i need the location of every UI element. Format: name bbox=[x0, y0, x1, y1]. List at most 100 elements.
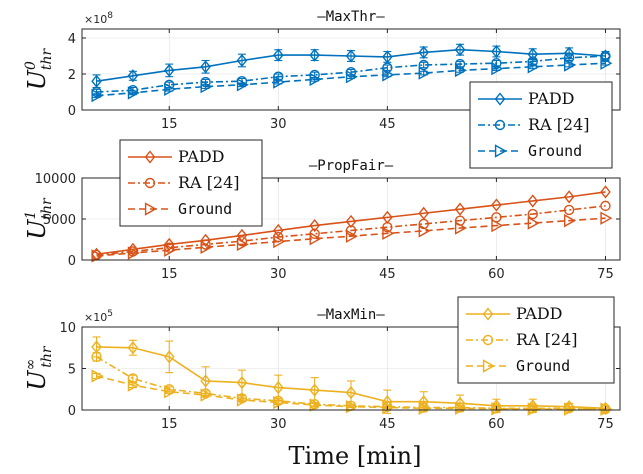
maxmin-series-ra-24-point-0 bbox=[91, 351, 102, 363]
maxmin-series-ground-point-6 bbox=[309, 398, 322, 412]
propfair-series-padd-point-11 bbox=[491, 198, 502, 212]
maxmin-series-ground-point-9 bbox=[418, 401, 431, 416]
propfair-series-ground-point-11 bbox=[491, 218, 504, 233]
maxmin-series-ground-line bbox=[96, 375, 606, 410]
propfair-y-axis-label-main: U bbox=[23, 219, 51, 240]
propfair-x-tick-label-2: 45 bbox=[379, 267, 396, 282]
propfair-series-padd-point-12 bbox=[527, 194, 539, 208]
maxthr-series-padd-point-11 bbox=[491, 44, 502, 59]
maxmin-legend-padd-marker bbox=[482, 307, 494, 321]
maxthr-series-ground-point-2 bbox=[164, 82, 177, 96]
propfair-legend-padd-marker bbox=[144, 150, 156, 164]
maxmin-legend: PADD RA [24] Ground bbox=[457, 296, 615, 384]
propfair-y-tick-label-1: 5000 bbox=[43, 213, 76, 228]
maxthr-series-padd-point-0 bbox=[91, 74, 102, 88]
maxthr-series-ground-point-3 bbox=[200, 79, 213, 94]
maxmin-series-ground-point-11 bbox=[491, 402, 504, 416]
maxthr-series-ground-point-12 bbox=[527, 60, 540, 74]
propfair-x-tick-label-0: 15 bbox=[161, 267, 178, 282]
propfair-y-tick-label-0: 0 bbox=[68, 254, 76, 269]
maxmin-x-tick-label-1: 30 bbox=[270, 417, 287, 432]
propfair-y-axis-label-sup: 1 bbox=[23, 211, 39, 220]
maxmin-series-padd-point-5 bbox=[273, 380, 284, 395]
maxmin-series-ground-point-13 bbox=[564, 402, 577, 416]
propfair-series-ground-point-0 bbox=[91, 249, 104, 263]
maxthr-series-ground-point-4 bbox=[236, 78, 249, 92]
maxthr-series-padd-point-4 bbox=[236, 53, 248, 68]
maxmin-legend-ra-24-label: RA [24] bbox=[516, 330, 578, 349]
maxthr-series-padd bbox=[91, 43, 611, 89]
maxthr-exponent-label: ×108 bbox=[84, 11, 113, 26]
maxmin-legend-padd-label: PADD bbox=[516, 304, 563, 323]
propfair-y-axis-label: U1thr bbox=[23, 197, 55, 240]
maxmin-series-padd-point-7 bbox=[345, 385, 357, 400]
maxthr-series-ground-point-9 bbox=[418, 66, 431, 80]
propfair-legend-ra-24-marker bbox=[144, 177, 156, 189]
maxthr-series-ground-point-0 bbox=[91, 88, 104, 103]
maxthr-x-tick-label-0: 15 bbox=[161, 117, 178, 132]
maxmin-exponent-label: ×105 bbox=[84, 309, 113, 324]
maxthr-series-ground-point-8 bbox=[382, 68, 395, 82]
maxthr-series-ra-24-line bbox=[96, 55, 606, 93]
maxthr-legend-padd-label: PADD bbox=[528, 89, 575, 108]
maxmin-x-tick-label-3: 60 bbox=[488, 417, 505, 432]
maxthr-legend-padd-marker bbox=[494, 92, 506, 106]
propfair-series-ra-24-point-14 bbox=[600, 200, 611, 212]
maxmin-series-ground-point-2 bbox=[164, 385, 177, 399]
maxmin-x-tick-label-0: 15 bbox=[161, 417, 178, 432]
maxthr-y-tick-label-2: 4 bbox=[68, 32, 76, 47]
propfair-y-tick-label-2: 10000 bbox=[35, 172, 76, 187]
maxmin-series-ground-point-0 bbox=[91, 369, 104, 383]
maxmin-title: —MaxMin— bbox=[317, 307, 385, 323]
propfair-legend-padd-label: PADD bbox=[178, 147, 225, 166]
propfair-series-padd-point-6 bbox=[309, 218, 320, 233]
maxmin-series-ra-24-line bbox=[96, 356, 606, 410]
propfair-legend: PADD RA [24] Ground bbox=[119, 139, 263, 227]
maxthr-series-padd-point-2 bbox=[163, 63, 175, 78]
propfair-series-ground-point-1 bbox=[127, 246, 140, 260]
panel-maxmin: 15 30 45 60 75 0 5 10 ×105 —MaxMin— U∞thr PADD RA [2… bbox=[23, 296, 621, 432]
maxthr-y-tick-label-1: 2 bbox=[68, 68, 76, 83]
propfair-x-tick-label-1: 30 bbox=[270, 267, 287, 282]
maxthr-series-padd-point-6 bbox=[309, 48, 320, 62]
maxmin-series-ground-point-12 bbox=[527, 402, 540, 416]
maxthr-series-ground-point-5 bbox=[273, 75, 286, 89]
maxthr-axes-box bbox=[81, 28, 621, 111]
maxthr-legend-ra-24-marker bbox=[494, 119, 506, 131]
maxmin-y-tick-label-1: 5 bbox=[68, 363, 76, 378]
maxthr-series-padd-point-7 bbox=[345, 49, 357, 63]
propfair-series-padd-point-14 bbox=[600, 185, 611, 199]
propfair-legend-ra-24-label: RA [24] bbox=[178, 173, 240, 192]
propfair-series-ra-24-line bbox=[96, 205, 606, 256]
propfair-series-ground-point-14 bbox=[600, 211, 613, 225]
propfair-legend-ground-marker bbox=[144, 202, 157, 216]
maxthr-series-ground-point-7 bbox=[345, 70, 358, 84]
maxmin-legend-ra-24-marker bbox=[482, 334, 494, 346]
maxmin-series-ground-point-1 bbox=[127, 378, 140, 392]
maxmin-y-tick-label-0: 0 bbox=[68, 404, 76, 419]
propfair-title: —PropFair— bbox=[309, 158, 394, 174]
maxthr-series-padd-line bbox=[96, 48, 606, 82]
propfair-series-ground-point-7 bbox=[345, 229, 358, 243]
propfair-series-ground-point-4 bbox=[236, 237, 249, 252]
maxmin-series-ground-point-3 bbox=[200, 388, 213, 402]
maxthr-y-axis-label-main: U bbox=[23, 69, 51, 90]
maxthr-series-padd-point-3 bbox=[200, 60, 211, 74]
maxthr-series-ground-point-14 bbox=[600, 56, 613, 70]
propfair-series-ground bbox=[91, 211, 613, 263]
propfair-series-ground-point-6 bbox=[309, 231, 322, 246]
maxthr-series-ground-point-10 bbox=[454, 63, 467, 78]
propfair-series-padd-point-7 bbox=[345, 214, 357, 229]
propfair-legend-ground-label: Ground bbox=[178, 200, 232, 218]
maxthr-title: —MaxThr— bbox=[317, 9, 385, 25]
maxmin-series-padd-line bbox=[96, 346, 606, 410]
maxthr-legend-ground-marker bbox=[494, 144, 507, 158]
maxthr-legend-ra-24-label: RA [24] bbox=[528, 115, 590, 134]
maxthr-series-ground-point-6 bbox=[309, 72, 322, 87]
maxmin-x-tick-label-4: 75 bbox=[597, 417, 614, 432]
maxthr-series-padd-point-10 bbox=[454, 43, 466, 57]
maxthr-y-axis-label-sup: 0 bbox=[23, 61, 39, 70]
maxthr-legend: PADD RA [24] Ground bbox=[469, 81, 613, 169]
maxthr-x-tick-label-2: 45 bbox=[379, 117, 396, 132]
